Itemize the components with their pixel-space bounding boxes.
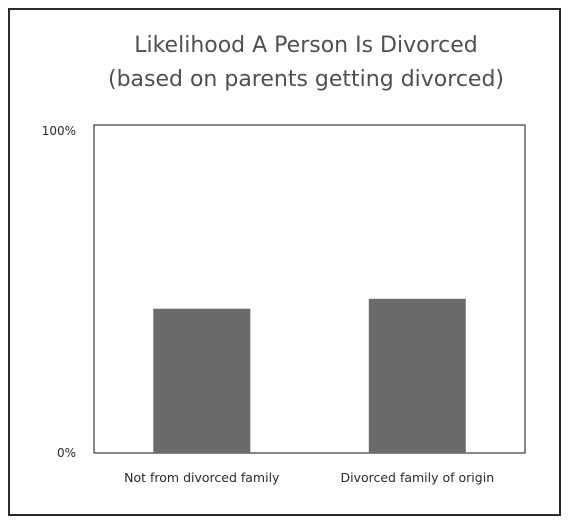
chart-title: Likelihood A Person Is Divorced	[134, 33, 478, 58]
bar-0	[153, 308, 251, 453]
plot-area	[93, 124, 526, 454]
x-labels-group: Not from divorced family Divorced family …	[124, 470, 494, 485]
x-tick-label-1: Divorced family of origin	[340, 470, 494, 485]
x-tick-label-0: Not from divorced family	[124, 470, 280, 485]
bars-group	[153, 298, 466, 453]
bar-1	[368, 298, 466, 453]
y-tick-label-0: 0%	[57, 446, 76, 460]
y-ticks-group: 0% 100%	[42, 124, 76, 460]
y-tick-label-1: 100%	[42, 124, 76, 138]
chart-subtitle: (based on parents getting divorced)	[108, 67, 504, 92]
chart-frame	[8, 8, 561, 516]
